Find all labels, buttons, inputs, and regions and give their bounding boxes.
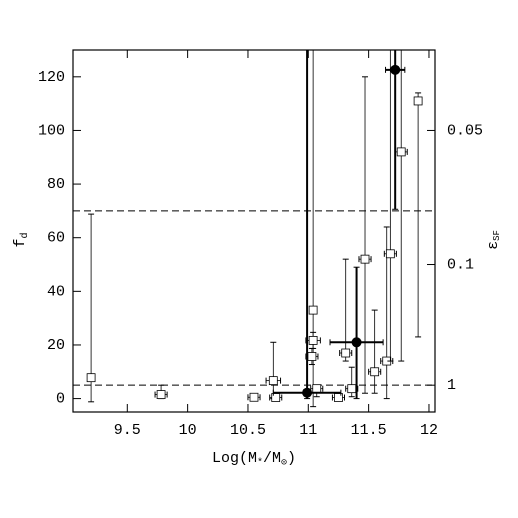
data-point <box>351 337 362 348</box>
data-point <box>307 352 317 361</box>
y-axis-label: fd <box>12 232 31 247</box>
data-point <box>396 147 406 157</box>
x-tick-label: 10.5 <box>230 422 266 439</box>
y-tick-label: 0 <box>56 391 65 408</box>
y2-tick-label: 0.05 <box>447 122 483 139</box>
y2-axis-label: εSF <box>485 230 502 250</box>
x-tick-label: 11 <box>299 422 317 439</box>
data-point <box>268 376 278 386</box>
data-point <box>360 254 370 264</box>
x-tick-label: 9.5 <box>114 422 141 439</box>
data-point <box>156 390 166 399</box>
data-point <box>413 96 423 106</box>
y-tick-label: 80 <box>47 176 65 193</box>
data-point <box>302 387 313 398</box>
data-point <box>370 367 380 377</box>
data-point <box>308 305 318 315</box>
y-tick-label: 60 <box>47 230 65 247</box>
y-tick-label: 40 <box>47 283 65 300</box>
x-axis-label: Log(M*/M⊙) <box>212 450 296 469</box>
plot-frame <box>72 49 436 413</box>
data-point <box>308 336 318 345</box>
data-point <box>86 373 96 383</box>
data-point <box>390 64 401 75</box>
data-point <box>347 384 357 394</box>
y-tick-label: 120 <box>38 69 65 86</box>
data-point <box>249 392 259 402</box>
data-point <box>312 384 322 394</box>
data-point <box>385 249 395 259</box>
y2-tick-label: 0.1 <box>447 256 474 273</box>
y2-tick-label: 1 <box>447 377 456 394</box>
x-tick-label: 11.5 <box>351 422 387 439</box>
x-tick-label: 10 <box>179 422 197 439</box>
data-point <box>341 348 351 358</box>
x-tick-label: 12 <box>420 422 438 439</box>
plot-area <box>73 50 435 408</box>
y-tick-label: 20 <box>47 337 65 354</box>
y-tick-label: 100 <box>38 122 65 139</box>
